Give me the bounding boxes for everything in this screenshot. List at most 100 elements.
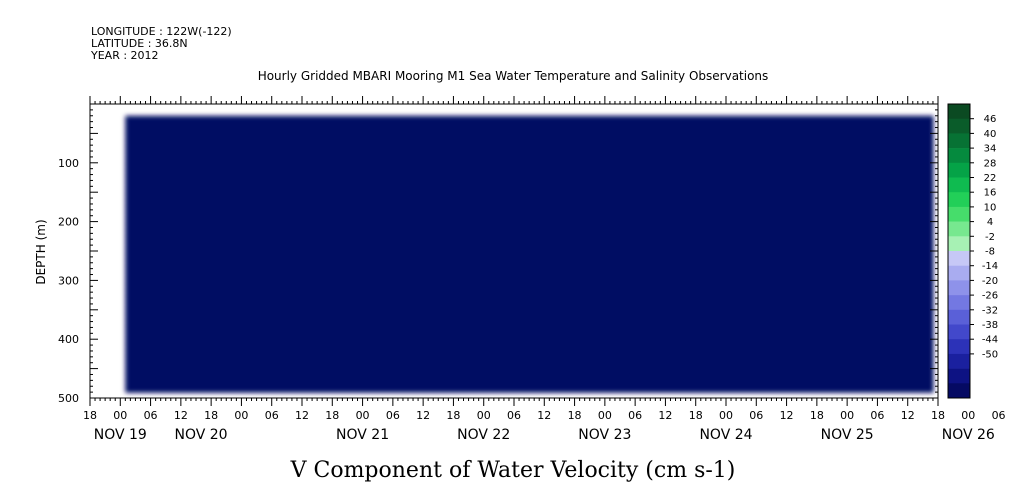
heat-cell xyxy=(407,301,414,309)
heat-cell xyxy=(551,277,558,285)
heat-cell xyxy=(431,139,438,147)
heat-cell xyxy=(161,121,168,129)
heat-cell xyxy=(485,193,492,201)
heat-cell xyxy=(221,181,228,189)
heat-cell xyxy=(695,199,702,207)
heat-cell xyxy=(389,217,396,225)
heat-cell xyxy=(419,307,426,315)
heat-cell xyxy=(695,337,702,345)
heat-cell xyxy=(437,373,444,381)
heat-cell xyxy=(611,325,618,333)
heat-cell xyxy=(749,163,756,171)
heat-cell xyxy=(731,217,738,225)
heat-cell xyxy=(689,259,696,267)
heat-cell xyxy=(647,343,654,351)
heat-cell xyxy=(617,313,624,321)
heat-cell xyxy=(647,385,654,393)
heat-cell xyxy=(299,385,306,393)
heat-cell xyxy=(383,163,390,171)
heat-cell xyxy=(137,235,144,243)
heat-cell xyxy=(617,379,624,387)
heat-cell xyxy=(227,151,234,159)
heat-cell xyxy=(485,235,492,243)
heat-cell xyxy=(605,271,612,279)
heat-cell xyxy=(179,337,186,345)
heat-cell xyxy=(605,361,612,369)
heat-cell xyxy=(323,331,330,339)
heat-cell xyxy=(701,361,708,369)
heat-cell xyxy=(605,379,612,387)
heat-cell xyxy=(497,241,504,249)
heat-cell xyxy=(563,301,570,309)
heat-cell xyxy=(131,169,138,177)
heat-cell xyxy=(677,247,684,255)
heat-cell xyxy=(617,373,624,381)
heat-cell xyxy=(281,181,288,189)
heat-cell xyxy=(623,361,630,369)
heat-cell xyxy=(323,139,330,147)
heat-cell xyxy=(509,199,516,207)
heat-cell xyxy=(551,193,558,201)
heat-cell xyxy=(533,289,540,297)
heat-cell xyxy=(629,241,636,249)
heat-cell xyxy=(755,229,762,237)
heat-cell xyxy=(131,385,138,393)
heat-cell xyxy=(143,175,150,183)
heat-cell xyxy=(263,229,270,237)
heatmap-field xyxy=(125,115,934,393)
heat-cell xyxy=(413,145,420,153)
heat-cell xyxy=(707,307,714,315)
heat-cell xyxy=(461,301,468,309)
heat-cell xyxy=(461,277,468,285)
heat-cell xyxy=(527,259,534,267)
heat-cell xyxy=(707,343,714,351)
heat-cell xyxy=(347,157,354,165)
heat-cell xyxy=(629,229,636,237)
heat-cell xyxy=(155,307,162,315)
heat-cell xyxy=(731,373,738,381)
heat-cell xyxy=(611,265,618,273)
heat-cell xyxy=(563,325,570,333)
heat-cell xyxy=(521,229,528,237)
heat-cell xyxy=(263,325,270,333)
heat-cell xyxy=(575,205,582,213)
heat-cell xyxy=(545,151,552,159)
heat-cell xyxy=(473,193,480,201)
heat-cell xyxy=(191,301,198,309)
heat-cell xyxy=(461,169,468,177)
heat-cell xyxy=(251,235,258,243)
heat-cell xyxy=(185,169,192,177)
heat-cell xyxy=(293,343,300,351)
heat-cell xyxy=(539,121,546,129)
heat-cell xyxy=(521,313,528,321)
heat-cell xyxy=(611,157,618,165)
heat-cell xyxy=(515,181,522,189)
heat-cell xyxy=(173,247,180,255)
heat-cell xyxy=(611,121,618,129)
heat-cell xyxy=(575,223,582,231)
heat-cell xyxy=(515,241,522,249)
heat-cell xyxy=(761,121,768,129)
heat-cell xyxy=(353,349,360,357)
heat-cell xyxy=(323,349,330,357)
heat-cell xyxy=(743,205,750,213)
heat-cell xyxy=(353,385,360,393)
heat-cell xyxy=(725,259,732,267)
heat-cell xyxy=(593,283,600,291)
heat-cell xyxy=(539,193,546,201)
heat-cell xyxy=(365,289,372,297)
heat-cell xyxy=(341,271,348,279)
heat-cell xyxy=(713,175,720,183)
heat-cell xyxy=(221,331,228,339)
heat-cell xyxy=(467,211,474,219)
heat-cell xyxy=(347,121,354,129)
heat-cell xyxy=(329,115,336,123)
heat-cell xyxy=(455,373,462,381)
heat-cell xyxy=(275,175,282,183)
heat-cell xyxy=(341,349,348,357)
heat-cell xyxy=(677,343,684,351)
heat-cell xyxy=(569,385,576,393)
heat-cell xyxy=(527,211,534,219)
heat-cell xyxy=(131,121,138,129)
heat-cell xyxy=(401,367,408,375)
